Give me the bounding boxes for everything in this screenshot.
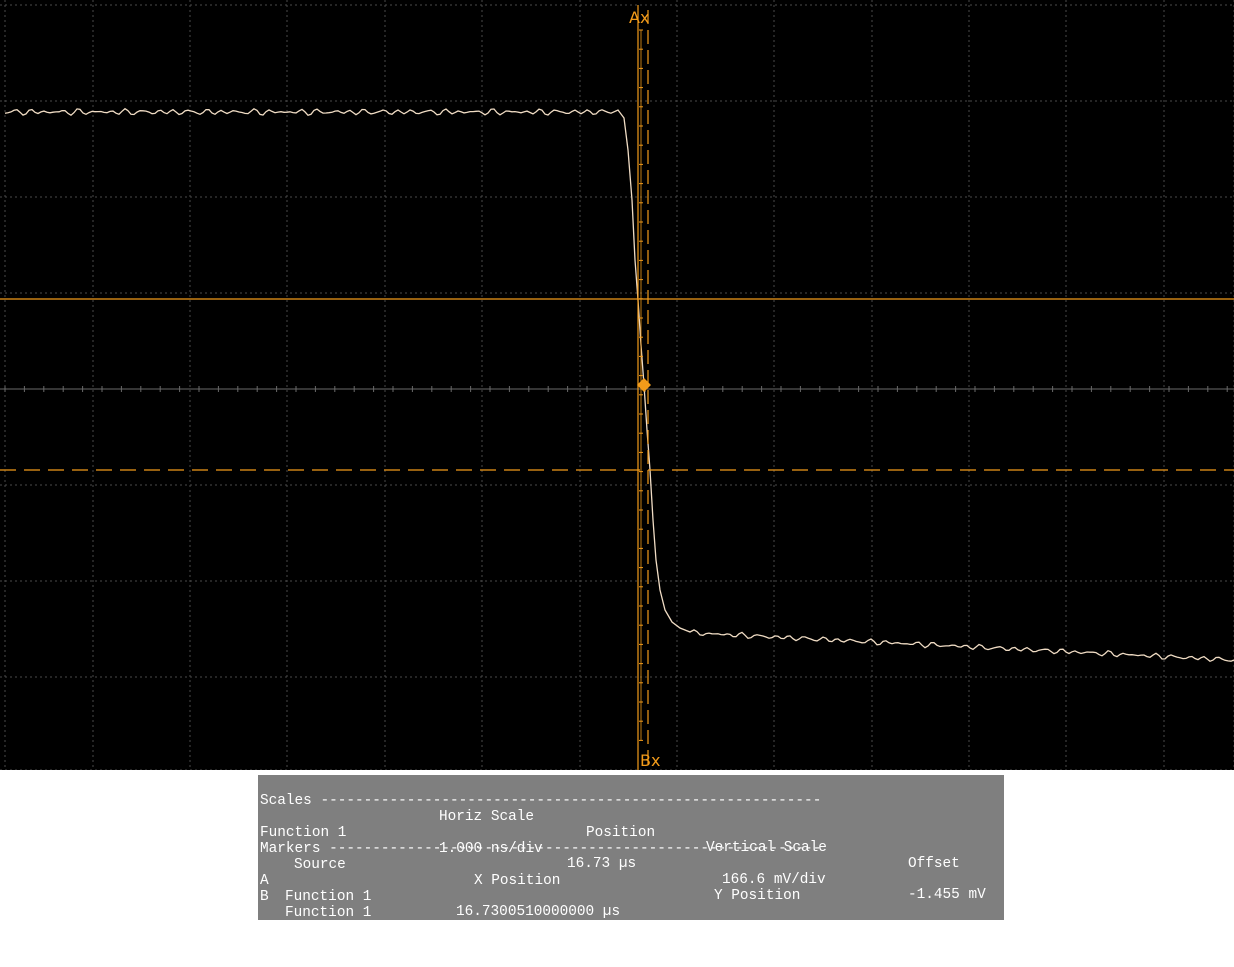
marker-b-label[interactable]: Bx <box>640 751 660 770</box>
vertical-scale-value: 166.6 mV/div <box>722 871 826 888</box>
marker-b-x-position: 16.7301440000000 µs <box>456 920 621 937</box>
cursor-tick-marks <box>639 29 643 741</box>
function-name: Function 1 <box>260 825 347 842</box>
marker-a-label[interactable]: Ax <box>629 8 649 27</box>
marker-b-source: Function 1 <box>285 904 372 921</box>
graticule <box>0 0 1234 770</box>
marker-a-source: Function 1 <box>285 888 372 905</box>
marker-a-y-position: 150.000 mV <box>650 919 737 936</box>
col-vertical-scale: Vertical Scale <box>706 840 827 857</box>
col-x-position: X Position <box>474 872 561 889</box>
col-position: Position <box>586 824 656 841</box>
marker-b-id: B <box>260 889 269 906</box>
offset-value: -1.455 mV <box>908 887 986 904</box>
scales-header: Scales ---------------------------------… <box>260 793 822 810</box>
scope-background <box>0 0 1234 770</box>
markers-header: Markers --------------------------------… <box>260 841 822 858</box>
center-axis-ticks <box>0 386 1234 392</box>
position-value: 16.73 µs <box>567 856 637 873</box>
col-source: Source <box>294 857 346 874</box>
col-y-position: Y Position <box>714 888 801 905</box>
marker-b-y-position: -150.000 mV <box>650 935 745 952</box>
measurement-info-panel: Scales ---------------------------------… <box>258 775 1004 952</box>
col-offset: Offset <box>908 855 960 872</box>
marker-a-id: A <box>260 873 269 890</box>
waveform-trace <box>4 107 1234 663</box>
oscilloscope-display[interactable]: Ax Bx <box>0 0 1234 770</box>
col-horiz-scale: Horiz Scale <box>439 809 534 826</box>
horiz-scale-value: 1.000 ns/div <box>439 840 543 857</box>
marker-a-x-position: 16.7300510000000 µs <box>456 904 621 921</box>
marker-crosshair-diamond-icon[interactable] <box>637 378 651 392</box>
